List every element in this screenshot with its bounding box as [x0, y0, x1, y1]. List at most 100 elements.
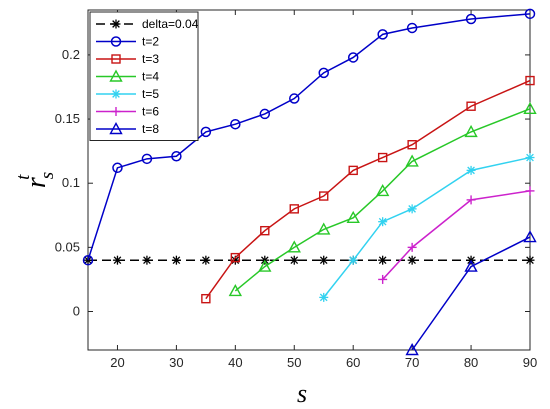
data-point — [258, 259, 272, 272]
marker-stroke — [467, 166, 475, 175]
marker-stroke — [526, 153, 534, 162]
data-point — [82, 254, 94, 266]
series-t-5 — [319, 153, 535, 302]
legend-label: t=3 — [142, 52, 159, 66]
data-point — [348, 255, 358, 265]
marker-stroke — [408, 256, 416, 265]
data-point — [466, 101, 476, 111]
marker-stroke — [319, 293, 328, 302]
marker-stroke — [112, 20, 120, 28]
legend-item: t=8 — [96, 122, 159, 136]
legend-item: t=6 — [96, 105, 159, 119]
data-point — [525, 75, 535, 86]
x-tick-label: 40 — [228, 355, 242, 370]
axes: 20 30 40 50 60 70 80 90 0 0.05 0.1 0.15 0.2 — [55, 9, 537, 370]
data-point — [466, 165, 476, 175]
data-point — [112, 162, 123, 174]
marker-stroke — [526, 256, 534, 265]
series-t-6 — [378, 186, 535, 284]
data-point — [525, 255, 535, 265]
legend-marker — [111, 107, 121, 116]
marker-stroke — [112, 90, 120, 98]
data-point — [230, 118, 241, 130]
x-tick-label: 70 — [405, 355, 419, 370]
data-point — [228, 284, 243, 297]
data-point — [378, 274, 388, 284]
x-axis-label: s — [297, 379, 307, 408]
x-tick-label: 20 — [110, 355, 124, 370]
data-point — [377, 29, 388, 40]
data-point — [259, 108, 271, 120]
series-t-4 — [228, 101, 537, 297]
series-t-2 — [82, 8, 536, 266]
data-point — [375, 183, 390, 197]
data-point — [318, 67, 329, 79]
series-delta-0-04 — [83, 255, 535, 265]
data-point — [287, 240, 301, 253]
axis-labels: s rst — [13, 172, 307, 408]
y-axis-label-sub: s — [37, 172, 58, 179]
data-point — [524, 8, 536, 20]
legend-item: delta=0.04 — [96, 17, 199, 31]
x-tick-label: 50 — [287, 355, 301, 370]
svg-text:rst: rst — [13, 172, 58, 188]
data-point — [525, 153, 535, 163]
legend-label: t=6 — [142, 105, 159, 119]
series-line — [234, 108, 531, 292]
marker-stroke — [113, 256, 122, 265]
data-point — [378, 217, 388, 227]
legend-marker — [111, 19, 121, 29]
data-point — [289, 93, 300, 104]
data-point — [405, 343, 419, 356]
data-point — [525, 186, 535, 196]
legend-marker — [109, 69, 123, 82]
data-point — [289, 204, 299, 214]
data-point — [319, 255, 329, 265]
marker-stroke — [231, 256, 240, 265]
data-point — [523, 101, 537, 114]
series-line — [323, 156, 531, 298]
data-point — [407, 204, 417, 214]
x-tick-label: 60 — [346, 355, 360, 370]
legend-marker — [111, 89, 121, 99]
marker-stroke — [202, 256, 210, 265]
data-point — [523, 230, 537, 243]
marker-stroke — [319, 256, 328, 265]
data-point — [466, 195, 476, 205]
legend-item: t=3 — [96, 52, 159, 66]
y-tick-label: 0.15 — [55, 111, 80, 126]
y-axis-label-main: r — [21, 177, 52, 188]
data-point — [201, 293, 211, 304]
series-line — [205, 79, 531, 300]
data-point — [407, 140, 417, 150]
data-point — [230, 252, 241, 263]
y-axis-label-sup: t — [13, 174, 34, 180]
data-point — [141, 153, 153, 165]
legend-marker — [109, 122, 123, 135]
series-line — [382, 190, 531, 280]
legend-marker — [111, 54, 121, 64]
legend-label: t=8 — [142, 122, 159, 136]
marker-stroke — [378, 256, 387, 265]
series-t-3 — [201, 75, 535, 304]
data-point — [171, 151, 182, 162]
marker-stroke — [143, 256, 151, 265]
x-tick-label: 90 — [523, 355, 537, 370]
data-point — [464, 259, 478, 272]
marker-stroke — [378, 217, 387, 226]
data-point — [112, 255, 122, 265]
data-point — [405, 154, 419, 167]
legend-item: t=5 — [96, 87, 159, 101]
data-point — [171, 255, 181, 265]
data-point — [378, 255, 388, 265]
y-tick-label: 0.1 — [62, 175, 80, 190]
marker-stroke — [349, 256, 358, 265]
y-tick-label: 0.05 — [55, 239, 80, 254]
data-point — [407, 242, 417, 252]
data-point — [201, 255, 211, 265]
marker-stroke — [172, 256, 181, 265]
y-tick-label: 0.2 — [62, 47, 80, 62]
legend-label: delta=0.04 — [142, 17, 199, 31]
legend-marker — [110, 36, 122, 47]
data-point — [346, 210, 360, 224]
